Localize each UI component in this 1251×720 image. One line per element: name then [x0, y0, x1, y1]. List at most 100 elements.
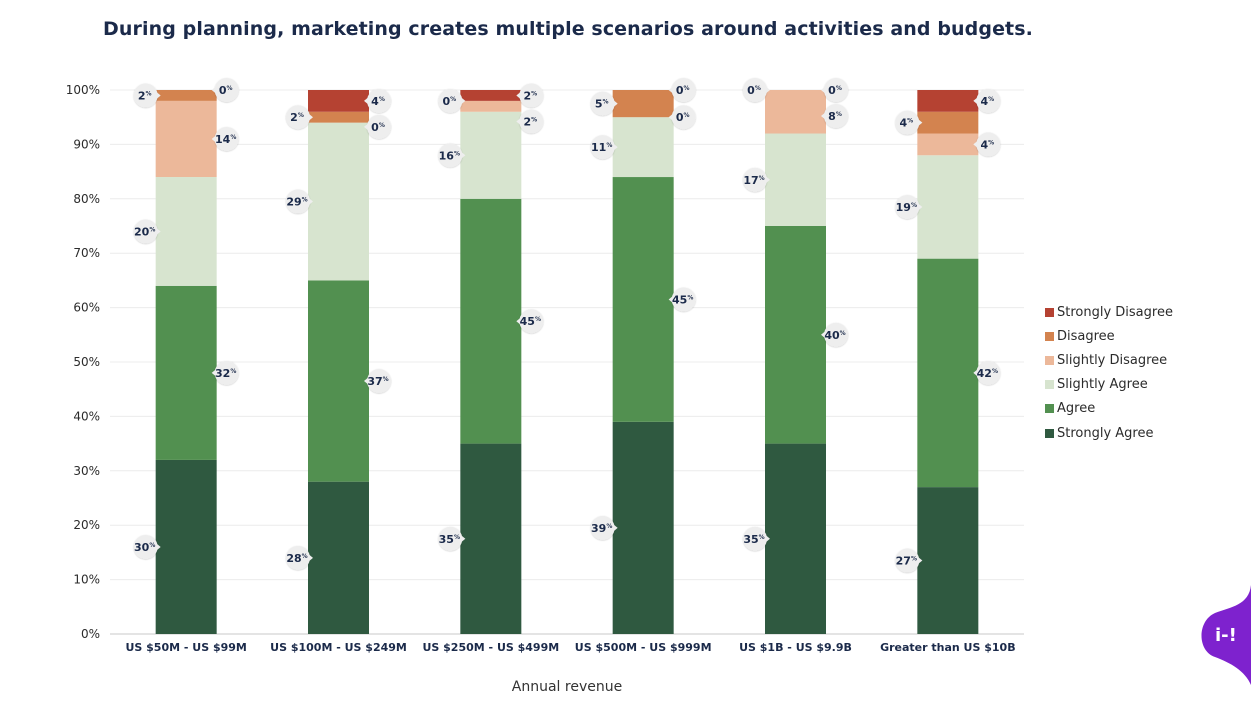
- x-tick-label: US $100M - US $249M: [270, 641, 407, 654]
- bar-segment: [155, 177, 217, 286]
- x-tick-label: US $500M - US $999M: [575, 641, 712, 654]
- bar-segment: [308, 481, 369, 634]
- data-label: 2%: [133, 83, 161, 108]
- data-label: 35%: [438, 526, 466, 551]
- bar-segment: [155, 100, 217, 178]
- bar-segment: [612, 177, 674, 422]
- data-label: 0%: [438, 88, 466, 113]
- data-label: 19%: [895, 194, 923, 219]
- data-label: 2%: [286, 105, 313, 130]
- bar-segment: [612, 90, 674, 118]
- bar-segment: [917, 487, 979, 634]
- y-tick-label: 50%: [73, 355, 100, 369]
- legend-swatch: [1045, 307, 1054, 317]
- data-label: 20%: [133, 219, 161, 244]
- legend-swatch: [1045, 380, 1054, 390]
- legend-label: Agree: [1057, 401, 1096, 417]
- data-label: 2%: [516, 109, 544, 134]
- y-tick-label: 0%: [81, 627, 100, 641]
- bar-segment: [308, 111, 369, 123]
- y-tick-label: 80%: [73, 192, 100, 206]
- data-label: 5%: [590, 91, 618, 116]
- x-tick-label: Greater than US $10B: [880, 641, 1016, 654]
- bar-segment: [917, 133, 979, 156]
- legend-label: Strongly Agree: [1057, 425, 1154, 441]
- bar-segment: [917, 155, 979, 259]
- legend-swatch: [1045, 428, 1054, 438]
- data-label: 11%: [590, 135, 618, 160]
- data-label: 39%: [590, 515, 618, 540]
- bar-segment: [765, 226, 826, 444]
- data-label: 4%: [364, 88, 391, 113]
- bar-segment: [612, 421, 674, 634]
- x-tick-label: US $1B - US $9.9B: [739, 641, 852, 654]
- data-label: 0%: [743, 78, 770, 102]
- legend-swatch: [1045, 404, 1054, 414]
- data-label: 40%: [821, 322, 848, 347]
- y-tick-label: 70%: [73, 246, 100, 260]
- data-label: 0%: [668, 78, 696, 102]
- data-label: 28%: [286, 545, 313, 570]
- data-label: 0%: [668, 105, 696, 130]
- x-tick-label: US $250M - US $499M: [422, 641, 559, 654]
- bar-segment: [460, 100, 522, 112]
- bar-segment: [460, 90, 522, 101]
- legend-swatch: [1045, 355, 1054, 365]
- bar-segment: [765, 90, 826, 134]
- y-tick-label: 10%: [73, 573, 100, 587]
- legend-label: Slightly Agree: [1057, 377, 1148, 393]
- y-tick-label: 60%: [73, 301, 100, 315]
- bar-segment: [308, 280, 369, 482]
- data-label: 4%: [973, 88, 1001, 113]
- legend-swatch: [1045, 331, 1054, 341]
- bar-segment: [308, 122, 369, 281]
- data-label: 0%: [211, 78, 239, 102]
- data-label: 45%: [516, 309, 544, 334]
- legend-item: Disagree: [1045, 324, 1173, 348]
- legend-item: Strongly Disagree: [1045, 300, 1173, 324]
- brand-logo-icon: i-!: [1201, 585, 1251, 685]
- data-label: 35%: [743, 526, 770, 551]
- bar-segment: [612, 117, 674, 178]
- data-label: 42%: [973, 360, 1001, 385]
- bar-segment: [765, 133, 826, 226]
- data-label: 30%: [133, 534, 161, 559]
- bar-segment: [460, 443, 522, 634]
- bar-segment: [155, 285, 217, 460]
- legend: Strongly Disagree Disagree Slightly Disagr…: [1045, 300, 1173, 445]
- data-label: 8%: [821, 104, 848, 128]
- legend-label: Strongly Disagree: [1057, 304, 1173, 320]
- data-label: 14%: [211, 126, 239, 151]
- y-tick-label: 20%: [73, 518, 100, 532]
- data-label: 16%: [438, 143, 466, 168]
- legend-item: Agree: [1045, 397, 1173, 421]
- svg-text:i-!: i-!: [1215, 625, 1237, 646]
- bar-segment: [460, 198, 522, 444]
- legend-label: Disagree: [1057, 328, 1115, 344]
- x-tick-label: US $50M - US $99M: [125, 641, 246, 654]
- bar-segment: [917, 258, 979, 488]
- data-label: 2%: [516, 83, 544, 108]
- legend-label: Slightly Disagree: [1057, 352, 1168, 368]
- chart-title: During planning, marketing creates multi…: [103, 18, 1033, 40]
- data-label: 37%: [364, 369, 391, 394]
- data-label: 4%: [895, 110, 923, 135]
- x-axis-label: Annual revenue: [512, 679, 622, 695]
- bar-segment: [917, 90, 979, 112]
- data-label: 17%: [743, 167, 770, 192]
- legend-item: Slightly Agree: [1045, 373, 1173, 397]
- bar-segment: [917, 111, 979, 134]
- data-label: 27%: [895, 548, 923, 573]
- legend-item: Slightly Disagree: [1045, 348, 1173, 372]
- data-label: 32%: [211, 360, 239, 385]
- bar-segment: [460, 111, 522, 199]
- data-label: 0%: [821, 78, 848, 102]
- data-label: 29%: [286, 189, 313, 214]
- y-tick-label: 30%: [73, 464, 100, 478]
- bar-segment: [308, 90, 369, 112]
- bar-segment: [765, 443, 826, 634]
- data-label: 45%: [668, 287, 696, 312]
- data-label: 0%: [364, 114, 391, 139]
- y-tick-label: 40%: [73, 409, 100, 423]
